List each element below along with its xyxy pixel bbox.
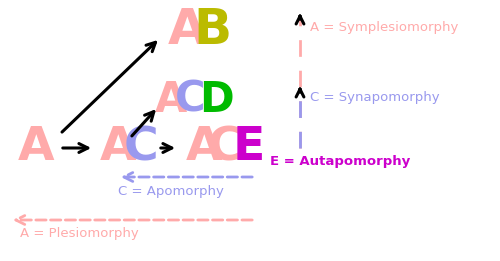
Text: A: A bbox=[155, 79, 187, 121]
Text: E = Autapomorphy: E = Autapomorphy bbox=[270, 156, 410, 169]
Text: A: A bbox=[168, 6, 207, 54]
Text: A = Plesiomorphy: A = Plesiomorphy bbox=[20, 227, 139, 240]
Text: A = Symplesiomorphy: A = Symplesiomorphy bbox=[310, 21, 458, 34]
Text: D: D bbox=[199, 79, 234, 121]
Text: E: E bbox=[233, 126, 266, 170]
Text: C: C bbox=[175, 79, 206, 121]
Text: C: C bbox=[208, 126, 243, 170]
Text: A: A bbox=[18, 126, 55, 170]
Text: C = Apomorphy: C = Apomorphy bbox=[118, 185, 224, 198]
Text: A: A bbox=[100, 126, 136, 170]
Text: C = Synapomorphy: C = Synapomorphy bbox=[310, 92, 440, 104]
Text: C: C bbox=[124, 126, 159, 170]
Text: B: B bbox=[193, 6, 231, 54]
Text: A: A bbox=[186, 126, 222, 170]
